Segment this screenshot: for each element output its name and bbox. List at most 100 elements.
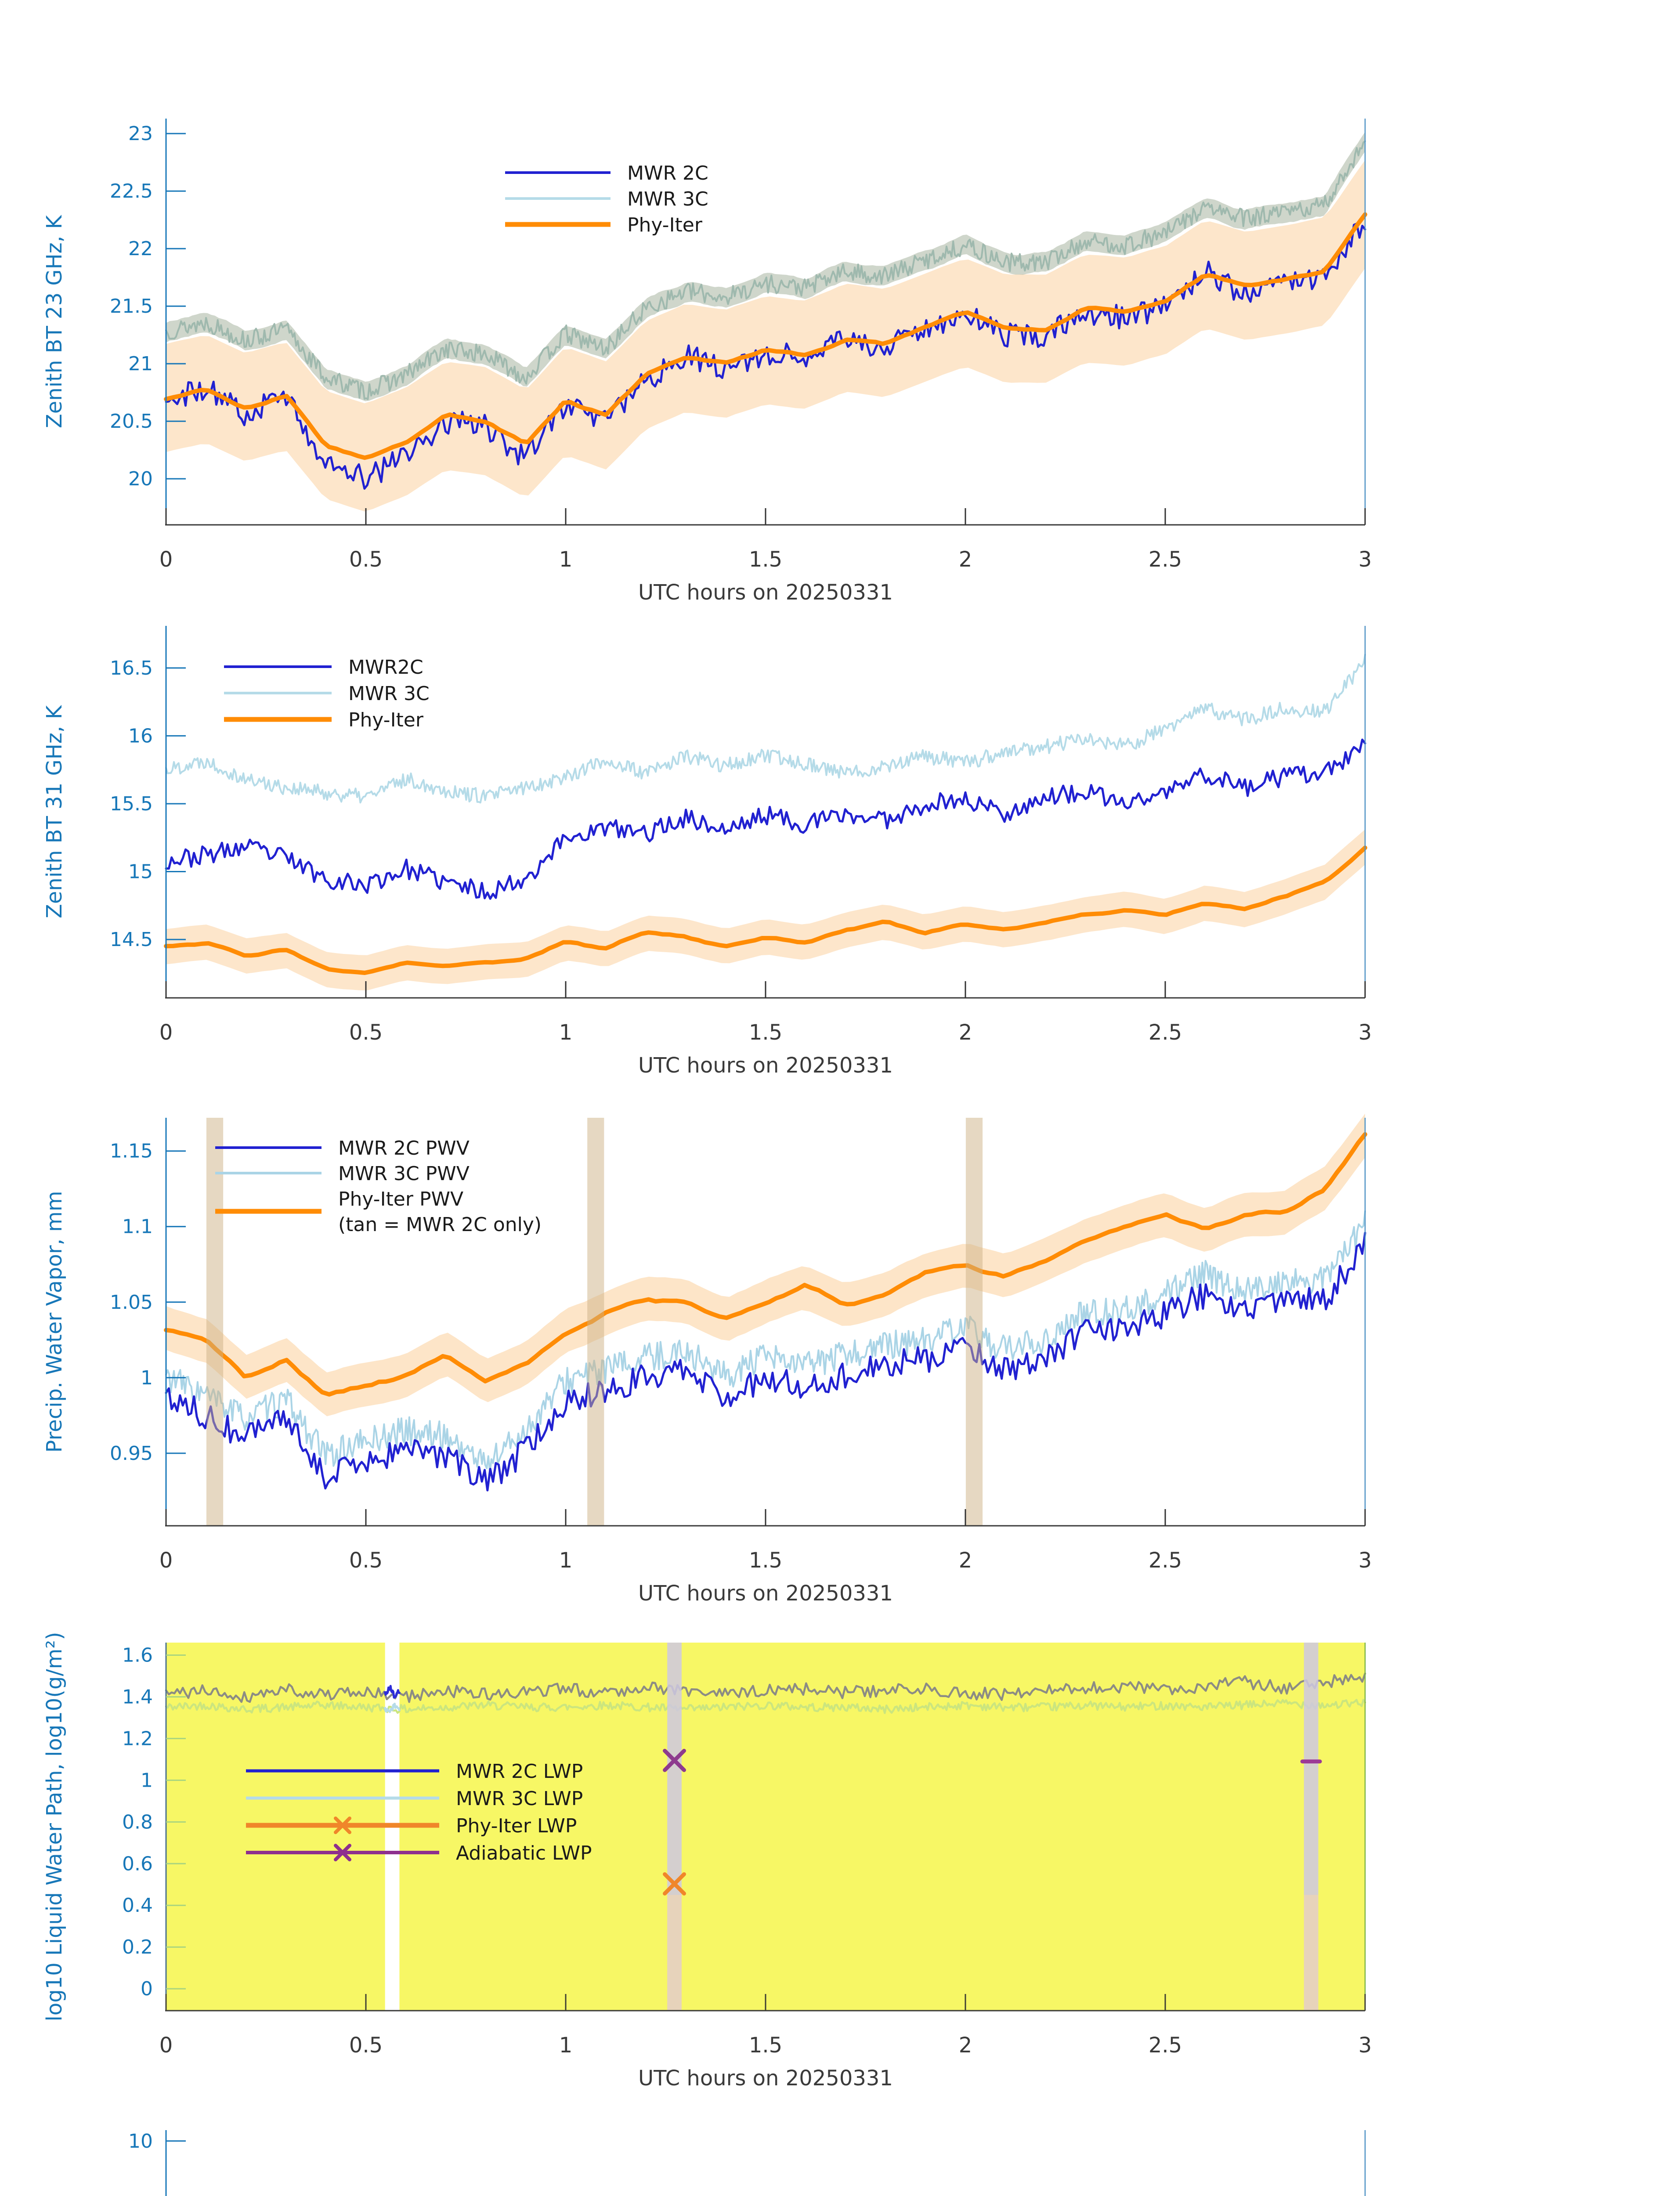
x-tick-label: 3 <box>1358 1548 1372 1573</box>
flag-bar-top <box>667 1643 682 1895</box>
y-tick-label: 0 <box>141 1978 153 2000</box>
y-tick-label: 15.5 <box>110 793 153 815</box>
legend-entry-label: Phy-Iter PWV <box>338 1188 463 1210</box>
y-tick-label: 0.4 <box>122 1894 153 1917</box>
legend: MWR 2C MWR 3C Phy-Iter <box>505 162 708 236</box>
mwr3c-white-band-band <box>166 1208 1365 1481</box>
legend-entry-label: MWR2C <box>348 656 423 679</box>
flag-bar <box>965 1118 983 1526</box>
x-axis-title: UTC hours on 20250331 <box>638 2066 893 2091</box>
MWR 3C-line <box>165 140 1366 400</box>
panel-bt31: 14.5 15 15.5 16 16.5 0 0.5 1 1.5 2 2.5 3 Zenith BT 3… <box>42 626 1372 1078</box>
y-tick-label: 10 <box>128 2130 153 2153</box>
x-tick-label: 1 <box>559 547 573 572</box>
x-tick-label: 2.5 <box>1149 547 1182 572</box>
legend-entry-sublabel: (tan = MWR 2C only) <box>338 1214 542 1236</box>
y-tick-label: 15 <box>128 861 153 883</box>
point-marker-x <box>663 1872 686 1896</box>
x-tick-label: 1 <box>559 2033 573 2058</box>
y-tick-label: 1.4 <box>122 1686 153 1708</box>
x-tick-label: 1.5 <box>749 2033 782 2058</box>
x-axis-title: UTC hours on 20250331 <box>638 580 893 605</box>
flag-bar-top <box>1304 1643 1319 1895</box>
y-tick-label: 21.5 <box>110 295 153 318</box>
y-tick-label: 14.5 <box>110 928 153 951</box>
y-tick-label: 1.2 <box>122 1727 153 1750</box>
legend: MWR 2C LWP MWR 3C LWP Phy-Iter LWP Adiabati… <box>246 1760 592 1864</box>
x-tick-label: 1.5 <box>749 1548 782 1573</box>
x-tick-label: 0.5 <box>349 1548 383 1573</box>
x-tick-label: 3 <box>1358 2033 1372 2058</box>
y-tick-label: 22 <box>128 238 153 260</box>
y-tick-label: 1.05 <box>110 1291 153 1314</box>
y-tick-label: 20 <box>128 468 153 490</box>
x-tick-label: 0.5 <box>349 1020 383 1045</box>
legend-entry-label: MWR 3C PWV <box>338 1163 470 1185</box>
x-tick-label: 2 <box>959 1548 972 1573</box>
x-tick-label: 0 <box>159 1548 173 1573</box>
phy-iter-uncertainty-band <box>166 829 1365 990</box>
Phy-Iter-line <box>164 845 1367 975</box>
y-tick-label: 20.5 <box>110 410 153 433</box>
y-tick-label: 1 <box>141 1367 153 1389</box>
y-axis-title: log10 Liquid Water Path, log10(g/m²) <box>42 1632 67 2022</box>
y-tick-label: 1.15 <box>110 1140 153 1163</box>
x-axis-title: UTC hours on 20250331 <box>638 1053 893 1078</box>
legend-entry-label: Phy-Iter <box>627 214 703 236</box>
y-tick-label: 0.2 <box>122 1936 153 1958</box>
x-tick-label: 2 <box>959 547 972 572</box>
mwr2c-reveal-line <box>384 1685 401 1699</box>
y-tick-label: 1 <box>141 1769 153 1791</box>
point-marker-x <box>663 1748 686 1772</box>
x-tick-label: 0 <box>159 547 173 572</box>
Phy-Iter PWV-line <box>164 1132 1367 1397</box>
x-tick-label: 2.5 <box>1149 1548 1182 1573</box>
legend-entry-label: Adiabatic LWP <box>456 1842 592 1864</box>
x-tick-label: 3 <box>1358 547 1372 572</box>
y-tick-label: 1.1 <box>122 1216 153 1238</box>
MWR 3C-line <box>165 654 1366 804</box>
legend-entry-label: Phy-Iter <box>348 709 424 731</box>
Phy-Iter-line <box>164 212 1367 460</box>
x-tick-label: 3 <box>1358 1020 1372 1045</box>
y-tick-label: 0.95 <box>110 1442 153 1465</box>
y-tick-label: 1.6 <box>122 1644 153 1666</box>
x-tick-label: 0 <box>159 1020 173 1045</box>
y-tick-label: 0.6 <box>122 1853 153 1875</box>
y-axis-title: Zenith BT 31 GHz, K <box>42 704 67 918</box>
flag-bar-bottom <box>667 1895 682 2011</box>
legend: MWR 2C PWV MWR 3C PWV Phy-Iter PWV (tan = M… <box>215 1137 542 1236</box>
x-tick-label: 1 <box>559 1548 573 1573</box>
x-tick-label: 2 <box>959 1020 972 1045</box>
legend-entry-label: MWR 2C LWP <box>456 1760 583 1783</box>
mwr3c-reveal-line <box>384 1702 401 1713</box>
y-tick-label: 16.5 <box>110 657 153 679</box>
x-axis-title: UTC hours on 20250331 <box>638 1581 893 1606</box>
legend-entry-label: MWR 3C LWP <box>456 1788 583 1810</box>
x-tick-label: 0.5 <box>349 2033 383 2058</box>
flag-bar <box>587 1118 604 1526</box>
flag-bar <box>206 1118 224 1526</box>
legend-entry-label: MWR 3C <box>348 683 430 705</box>
x-tick-label: 2 <box>959 2033 972 2058</box>
MWR2C-line <box>165 738 1366 900</box>
x-tick-label: 0 <box>159 2033 173 2058</box>
y-axis-title: Zenith BT 23 GHz, K <box>42 214 67 428</box>
panel-dqflag: 024681000.511.522.53MWR Phy Iter DQ Flag… <box>128 2130 1366 2196</box>
legend: MWR2C MWR 3C Phy-Iter <box>224 656 430 731</box>
panel-lwp: 0 0.2 0.4 0.6 0.8 1 1.2 1.4 1.6 0 0.5 1 1.5 2 2.5 3 log1… <box>42 1632 1372 2091</box>
legend-entry-label: Phy-Iter LWP <box>456 1815 577 1837</box>
MWR 2C PWV-line <box>165 1232 1366 1492</box>
legend-entry-label: MWR 2C <box>627 162 708 184</box>
x-tick-label: 1 <box>559 1020 573 1045</box>
y-tick-label: 22.5 <box>110 180 153 202</box>
x-tick-label: 1.5 <box>749 1020 782 1045</box>
MWR 3C LWP-line <box>165 1699 1366 1714</box>
flag-bar-bottom <box>1304 1895 1319 2011</box>
y-tick-label: 16 <box>128 725 153 747</box>
x-tick-label: 1.5 <box>749 547 782 572</box>
MWR 2C LWP-line <box>165 1672 1366 1703</box>
